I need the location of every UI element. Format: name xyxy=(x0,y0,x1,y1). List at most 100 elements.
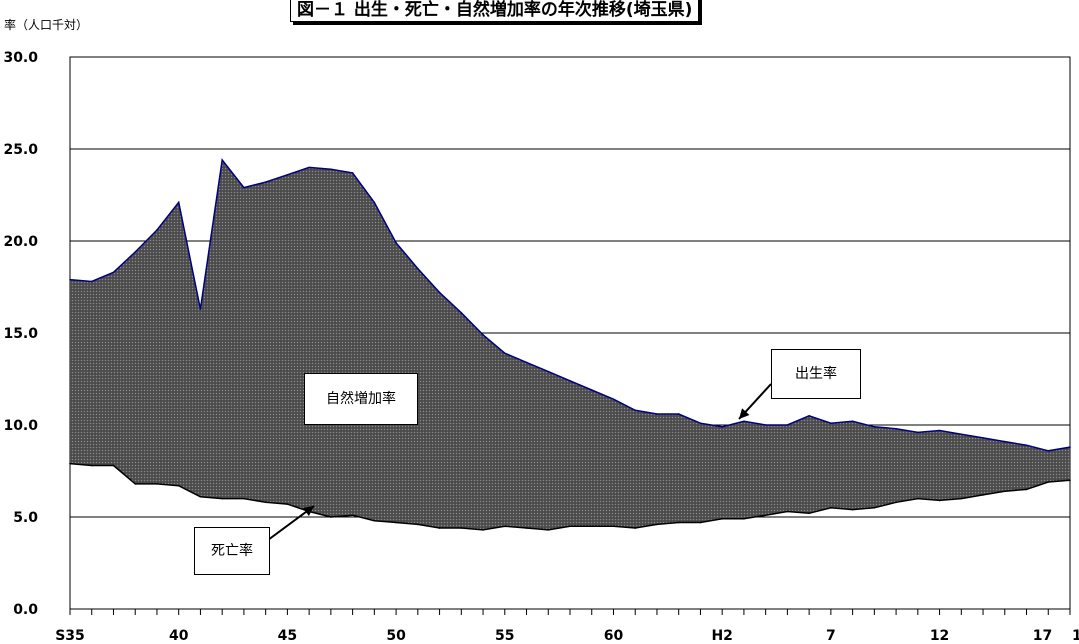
y-tick-label: 25.0 xyxy=(3,142,38,158)
birth-rate-point xyxy=(786,424,789,426)
birth-rate-point xyxy=(677,413,680,415)
birth-rate-point xyxy=(460,311,463,314)
y-tick-label: 20.0 xyxy=(3,234,38,250)
natural-increase-area xyxy=(70,160,1070,530)
birth-rate-point xyxy=(1069,446,1071,448)
death-rate-point xyxy=(917,497,919,500)
x-tick-label: 45 xyxy=(278,628,297,644)
chart-title: 図－１ 出生・死亡・自然増加率の年次推移(埼玉県) xyxy=(290,0,700,22)
birth-rate-point xyxy=(873,426,876,428)
death-rate-point xyxy=(503,525,506,527)
death-rate-point xyxy=(199,495,202,498)
birth-rate-point xyxy=(960,433,963,436)
birth-rate-point xyxy=(699,422,702,424)
birth-rate-point xyxy=(482,334,484,336)
annotation-birth-rate: 出生率 xyxy=(771,349,861,399)
birth-rate-point xyxy=(830,422,832,424)
death-rate-point xyxy=(286,503,289,505)
birth-rate-point xyxy=(503,352,506,355)
birth-rate-point xyxy=(851,420,854,423)
birth-rate-point xyxy=(808,415,810,417)
death-rate-point xyxy=(417,523,419,526)
birth-rate-point xyxy=(612,398,615,401)
birth-rate-point xyxy=(547,370,550,373)
death-rate-point xyxy=(656,523,658,526)
x-tick-label: 55 xyxy=(495,628,514,644)
birth-rate-point xyxy=(373,201,376,204)
death-rate-point xyxy=(438,527,441,529)
death-rate-point xyxy=(525,527,528,529)
birth-rate-point xyxy=(917,431,919,434)
y-tick-label: 30.0 xyxy=(3,50,38,66)
birth-rate-point xyxy=(634,409,637,412)
death-rate-point xyxy=(873,507,876,509)
death-rate-point xyxy=(69,462,71,465)
death-rate-point xyxy=(90,464,93,467)
y-axis-unit-label: 率（人口千対） xyxy=(4,18,89,32)
death-rate-point xyxy=(590,525,593,527)
death-rate-point xyxy=(634,527,637,529)
death-rate-point xyxy=(960,497,963,500)
x-tick-label: 7 xyxy=(826,628,836,644)
x-tick-label: 50 xyxy=(386,628,406,644)
x-tick-label: 17 xyxy=(1033,628,1052,644)
x-tick-label: 60 xyxy=(604,628,624,644)
death-rate-point xyxy=(808,512,810,515)
death-rate-point xyxy=(482,529,484,531)
birth-rate-point xyxy=(656,413,658,415)
death-rate-point xyxy=(395,521,397,524)
birth-rate-point xyxy=(743,420,745,423)
annotation-death-rate: 死亡率 xyxy=(194,527,270,575)
birth-rate-point xyxy=(395,242,397,244)
birth-rate-point xyxy=(895,427,897,430)
x-tick-label: 18 xyxy=(1072,628,1079,644)
birth-rate-point xyxy=(199,308,202,310)
birth-rate-point xyxy=(1025,444,1028,447)
birth-rate-point xyxy=(264,181,267,183)
death-rate-point xyxy=(221,497,223,500)
birth-rate-point xyxy=(1047,449,1050,452)
death-rate-point xyxy=(743,518,745,520)
death-rate-point xyxy=(1003,490,1006,493)
death-rate-point xyxy=(1025,488,1028,491)
birth-rate-point xyxy=(69,278,71,281)
x-tick-label: S35 xyxy=(55,628,85,644)
death-rate-point xyxy=(830,507,832,509)
death-rate-point xyxy=(569,525,571,527)
birth-rate-point xyxy=(243,186,245,189)
annotation-natural-increase: 自然増加率 xyxy=(304,373,418,425)
birth-rate-point xyxy=(177,201,180,204)
birth-rate-point xyxy=(286,173,289,176)
birth-rate-point xyxy=(569,380,571,382)
death-rate-point xyxy=(764,514,767,516)
birth-rate-point xyxy=(221,159,223,161)
birth-rate-point xyxy=(417,267,419,270)
y-tick-label: 0.0 xyxy=(13,602,38,618)
death-rate-point xyxy=(721,518,723,520)
death-rate-point xyxy=(938,499,941,502)
birth-rate-point xyxy=(525,361,528,364)
y-tick-label: 10.0 xyxy=(3,418,38,434)
death-rate-point xyxy=(547,529,550,531)
birth-rate-point xyxy=(982,437,984,439)
death-rate-point xyxy=(264,501,267,504)
birth-rate-point xyxy=(721,426,723,428)
death-rate-point xyxy=(460,527,463,529)
birth-rate-point xyxy=(351,172,354,174)
x-tick-label: H2 xyxy=(711,628,732,644)
birth-rate-point xyxy=(308,166,310,169)
birth-rate-point xyxy=(90,280,93,283)
birth-rate-point xyxy=(134,251,137,253)
death-rate-point xyxy=(1069,479,1071,482)
death-rate-point xyxy=(351,514,354,516)
death-rate-point xyxy=(895,501,897,504)
birth-rate-point xyxy=(156,229,158,231)
death-rate-point xyxy=(156,483,158,485)
x-tick-label: 40 xyxy=(169,628,189,644)
death-rate-point xyxy=(243,497,245,500)
death-rate-point xyxy=(699,521,702,524)
death-rate-point xyxy=(330,516,332,518)
death-rate-point xyxy=(177,484,180,487)
y-tick-label: 15.0 xyxy=(3,326,38,342)
y-tick-label: 5.0 xyxy=(13,510,38,526)
